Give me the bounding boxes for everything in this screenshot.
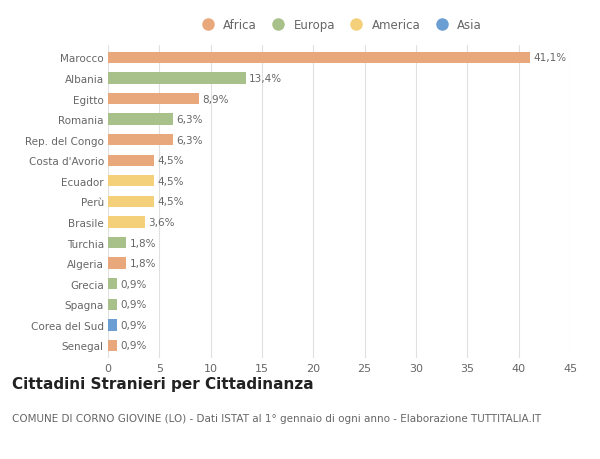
Bar — [108, 176, 154, 187]
Bar — [108, 94, 199, 105]
Text: COMUNE DI CORNO GIOVINE (LO) - Dati ISTAT al 1° gennaio di ogni anno - Elaborazi: COMUNE DI CORNO GIOVINE (LO) - Dati ISTA… — [12, 413, 541, 423]
Text: 41,1%: 41,1% — [533, 53, 566, 63]
Bar — [108, 134, 173, 146]
Text: 13,4%: 13,4% — [248, 74, 282, 84]
Bar — [108, 279, 117, 290]
Bar — [108, 53, 530, 64]
Bar — [108, 299, 117, 310]
Text: 3,6%: 3,6% — [148, 218, 175, 228]
Text: 1,8%: 1,8% — [130, 238, 156, 248]
Bar — [108, 237, 127, 249]
Text: 8,9%: 8,9% — [202, 94, 229, 104]
Text: 1,8%: 1,8% — [130, 258, 156, 269]
Text: 4,5%: 4,5% — [157, 156, 184, 166]
Text: 0,9%: 0,9% — [121, 279, 146, 289]
Bar — [108, 319, 117, 331]
Text: 4,5%: 4,5% — [157, 197, 184, 207]
Text: Cittadini Stranieri per Cittadinanza: Cittadini Stranieri per Cittadinanza — [12, 376, 314, 392]
Text: 0,9%: 0,9% — [121, 300, 146, 310]
Bar — [108, 114, 173, 125]
Bar — [108, 340, 117, 351]
Text: 0,9%: 0,9% — [121, 341, 146, 351]
Text: 6,3%: 6,3% — [176, 115, 202, 125]
Text: 4,5%: 4,5% — [157, 176, 184, 186]
Bar — [108, 155, 154, 167]
Bar — [108, 258, 127, 269]
Legend: Africa, Europa, America, Asia: Africa, Europa, America, Asia — [191, 14, 487, 37]
Bar — [108, 73, 245, 84]
Bar — [108, 217, 145, 228]
Bar — [108, 196, 154, 207]
Text: 0,9%: 0,9% — [121, 320, 146, 330]
Text: 6,3%: 6,3% — [176, 135, 202, 146]
